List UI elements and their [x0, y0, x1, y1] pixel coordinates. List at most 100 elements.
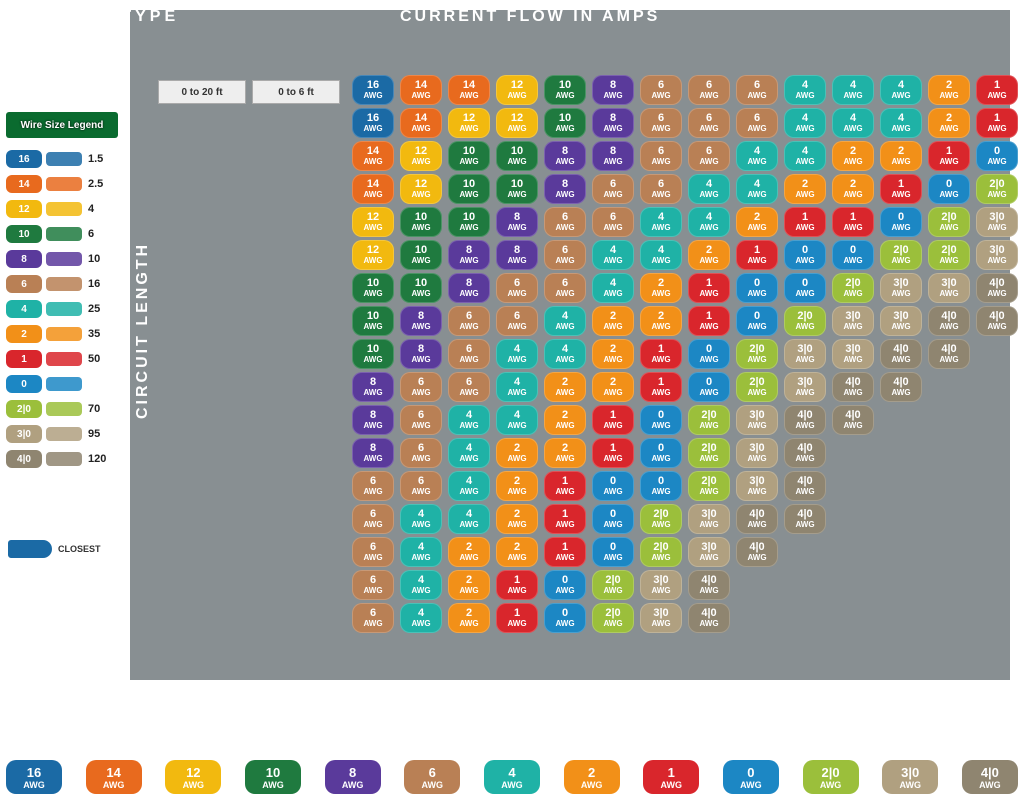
awg-pill: 3|0AWG	[736, 405, 778, 435]
awg-pill: 3|0AWG	[976, 207, 1018, 237]
awg-pill: 4|0AWG	[736, 537, 778, 567]
awg-pill: 2AWG	[592, 372, 634, 402]
awg-pill: 1AWG	[496, 570, 538, 600]
legend-tail	[46, 352, 82, 366]
bottom-legend: 16AWG14AWG12AWG10AWG8AWG6AWG4AWG2AWG1AWG…	[6, 760, 1018, 794]
legend-awg-pill: 1	[6, 350, 42, 368]
awg-pill: 6AWG	[352, 537, 394, 567]
awg-pill: 2|0AWG	[928, 240, 970, 270]
legend-tail	[46, 427, 82, 441]
awg-pill: 0AWG	[880, 207, 922, 237]
awg-pill: 1AWG	[784, 207, 826, 237]
awg-pill: 1AWG	[880, 174, 922, 204]
legend-row: 2|070	[6, 398, 124, 420]
awg-pill: 4AWG	[544, 339, 586, 369]
awg-pill: 0AWG	[544, 570, 586, 600]
awg-pill: 0AWG	[688, 372, 730, 402]
awg-pill: 8AWG	[448, 240, 490, 270]
awg-pill: 4AWG	[736, 174, 778, 204]
legend-row: 142.5	[6, 173, 124, 195]
awg-pill: 8AWG	[496, 207, 538, 237]
awg-pill: 12AWG	[496, 75, 538, 105]
legend-awg-pill: 6	[6, 275, 42, 293]
awg-pill: 0AWG	[640, 405, 682, 435]
awg-pill: 8AWG	[352, 372, 394, 402]
legend-awg-pill: 3|0	[6, 425, 42, 443]
awg-pill: 6AWG	[352, 603, 394, 633]
awg-pill: 4|0AWG	[784, 504, 826, 534]
awg-pill: 2AWG	[496, 537, 538, 567]
awg-pill: 3|0AWG	[640, 570, 682, 600]
legend-row: 106	[6, 223, 124, 245]
legend-awg-pill: 8	[6, 250, 42, 268]
awg-pill: 8AWG	[592, 108, 634, 138]
awg-pill: 6AWG	[352, 504, 394, 534]
awg-pill: 0AWG	[640, 471, 682, 501]
awg-pill: 8AWG	[352, 438, 394, 468]
awg-pill: 4AWG	[640, 240, 682, 270]
awg-pill: 2|0AWG	[640, 537, 682, 567]
awg-pill: 6AWG	[400, 405, 442, 435]
awg-pill: 1AWG	[544, 504, 586, 534]
awg-pill: 1AWG	[688, 273, 730, 303]
legend-mm-value: 10	[88, 253, 100, 265]
awg-pill: 10AWG	[352, 306, 394, 336]
awg-pill: 10AWG	[400, 207, 442, 237]
bottom-legend-pill: 16AWG	[6, 760, 62, 794]
awg-pill: 4|0AWG	[832, 405, 874, 435]
awg-pill: 6AWG	[544, 273, 586, 303]
awg-pill: 8AWG	[592, 75, 634, 105]
awg-pill: 3|0AWG	[880, 306, 922, 336]
awg-pill: 4|0AWG	[688, 603, 730, 633]
awg-pill: 14AWG	[352, 174, 394, 204]
awg-pill: 8AWG	[544, 141, 586, 171]
awg-pill: 2AWG	[736, 207, 778, 237]
awg-pill: 4AWG	[688, 207, 730, 237]
awg-pill: 3|0AWG	[736, 471, 778, 501]
awg-pill: 2|0AWG	[784, 306, 826, 336]
legend-row: 3|095	[6, 423, 124, 445]
awg-pill: 16AWG	[352, 108, 394, 138]
awg-pill: 6AWG	[448, 372, 490, 402]
legend-row: 0	[6, 373, 124, 395]
awg-pill: 2|0AWG	[688, 438, 730, 468]
awg-pill: 6AWG	[640, 108, 682, 138]
header-circuit-type: CIRCUIT TYPE	[20, 8, 179, 26]
legend-mm-value: 16	[88, 278, 100, 290]
awg-pill: 4AWG	[784, 108, 826, 138]
awg-pill: 2|0AWG	[832, 273, 874, 303]
legend-awg-pill: 16	[6, 150, 42, 168]
awg-pill: 0AWG	[592, 471, 634, 501]
awg-pill: 12AWG	[352, 207, 394, 237]
awg-pill: 1AWG	[832, 207, 874, 237]
awg-pill: 12AWG	[400, 141, 442, 171]
awg-pill: 4|0AWG	[880, 372, 922, 402]
awg-pill: 4|0AWG	[832, 372, 874, 402]
awg-pill: 2|0AWG	[880, 240, 922, 270]
awg-pill: 6AWG	[688, 141, 730, 171]
legend-tail	[46, 327, 82, 341]
awg-pill: 6AWG	[400, 372, 442, 402]
awg-pill: 4AWG	[832, 108, 874, 138]
bottom-legend-pill: 2AWG	[564, 760, 620, 794]
legend-row: 161.5	[6, 148, 124, 170]
legend-tail	[46, 377, 82, 391]
awg-pill: 8AWG	[592, 141, 634, 171]
awg-pill: 14AWG	[352, 141, 394, 171]
header-current-flow: CURRENT FLOW IN AMPS	[400, 8, 660, 26]
legend-closest: CLOSEST	[8, 540, 101, 558]
legend-awg-pill: 4|0	[6, 450, 42, 468]
awg-pill: 2AWG	[592, 306, 634, 336]
awg-pill: 2AWG	[784, 174, 826, 204]
awg-pill: 2|0AWG	[736, 339, 778, 369]
awg-pill: 1AWG	[544, 537, 586, 567]
wire-size-grid: 16AWG14AWG14AWG12AWG10AWG8AWG6AWG6AWG6AW…	[230, 75, 1010, 675]
legend-mm-value: 25	[88, 303, 100, 315]
awg-pill: 3|0AWG	[928, 273, 970, 303]
legend-row: 425	[6, 298, 124, 320]
awg-pill: 8AWG	[448, 273, 490, 303]
legend-row: 4|0120	[6, 448, 124, 470]
awg-pill: 0AWG	[592, 504, 634, 534]
awg-pill: 2AWG	[592, 339, 634, 369]
awg-pill: 10AWG	[400, 240, 442, 270]
